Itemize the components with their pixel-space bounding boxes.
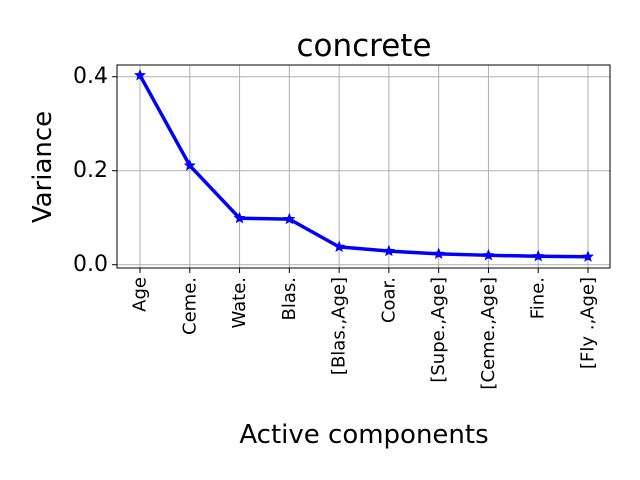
series-variance: [133, 68, 595, 262]
x-axis-ticks: Age Ceme. Wate. Blas. [Blas.,Age] Coar. [Supe.…: [130, 268, 599, 390]
y-tick-label: 0.0: [73, 252, 108, 277]
x-tick-label: Wate.: [229, 277, 250, 329]
data-point-star: [482, 248, 495, 261]
x-tick-label: [Ceme.,Age]: [478, 277, 499, 390]
y-axis-ticks: 0.0 0.2 0.4: [73, 64, 117, 277]
series-line: [138, 73, 590, 259]
x-tick-label: [Fly .,Age]: [578, 277, 599, 369]
data-point-star: [333, 240, 346, 252]
chart-title: concrete: [296, 28, 431, 64]
data-point-star: [532, 249, 545, 262]
plot-frame: [116, 64, 611, 269]
data-point-star: [233, 211, 246, 224]
data-point-star: [283, 212, 296, 225]
y-tick-label: 0.4: [73, 64, 108, 89]
data-point-star: [382, 244, 395, 257]
data-point-star: [133, 68, 147, 81]
x-tick-label: Fine.: [528, 277, 549, 319]
grid: [117, 65, 610, 268]
data-point-star: [183, 159, 196, 171]
x-tick-label: [Supe.,Age]: [428, 277, 449, 383]
x-tick-label: Coar.: [378, 277, 399, 323]
y-axis-label: Variance: [28, 111, 58, 223]
x-tick-label: [Blas.,Age]: [329, 277, 350, 375]
data-point-star: [432, 247, 445, 260]
x-tick-label: Ceme.: [179, 277, 200, 335]
x-axis-label: Active components: [239, 420, 488, 450]
x-tick-label: Blas.: [279, 277, 300, 320]
x-tick-label: Age: [130, 277, 151, 312]
y-tick-label: 0.2: [73, 158, 108, 183]
data-point-star: [581, 250, 595, 262]
